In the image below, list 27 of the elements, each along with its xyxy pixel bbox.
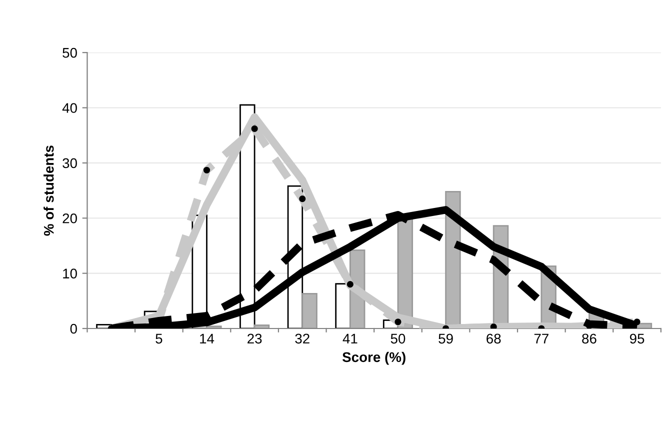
x-tick-label: 86 bbox=[582, 334, 596, 344]
y-tick-label: 40 bbox=[62, 103, 77, 113]
x-tick-label: 14 bbox=[200, 334, 214, 344]
x-tick-label: 41 bbox=[342, 334, 358, 344]
y-tick-label: 10 bbox=[63, 268, 77, 278]
x-tick-label: 50 bbox=[390, 334, 406, 344]
bar bbox=[302, 293, 318, 328]
point bbox=[251, 125, 258, 132]
x-tick-label: 77 bbox=[534, 334, 548, 344]
y-tick-label: 0 bbox=[70, 324, 77, 334]
y-axis-title: % of students bbox=[44, 146, 54, 236]
point bbox=[634, 318, 640, 326]
point bbox=[203, 166, 210, 174]
point bbox=[394, 318, 402, 326]
x-tick-label: 5 bbox=[156, 334, 162, 344]
y-tick-label: 30 bbox=[62, 158, 77, 168]
point bbox=[299, 196, 306, 202]
y-tick-label: 50 bbox=[62, 48, 77, 58]
x-tick-label: 95 bbox=[630, 334, 644, 344]
x-tick-label: 68 bbox=[486, 334, 501, 344]
x-tick-label: 59 bbox=[438, 334, 453, 344]
x-axis-title: Score (%) bbox=[342, 352, 406, 365]
y-tick-label: 20 bbox=[62, 213, 77, 224]
x-tick-label: 23 bbox=[248, 334, 262, 344]
point bbox=[346, 281, 354, 288]
point bbox=[490, 324, 497, 328]
x-tick-label: 32 bbox=[295, 334, 310, 344]
